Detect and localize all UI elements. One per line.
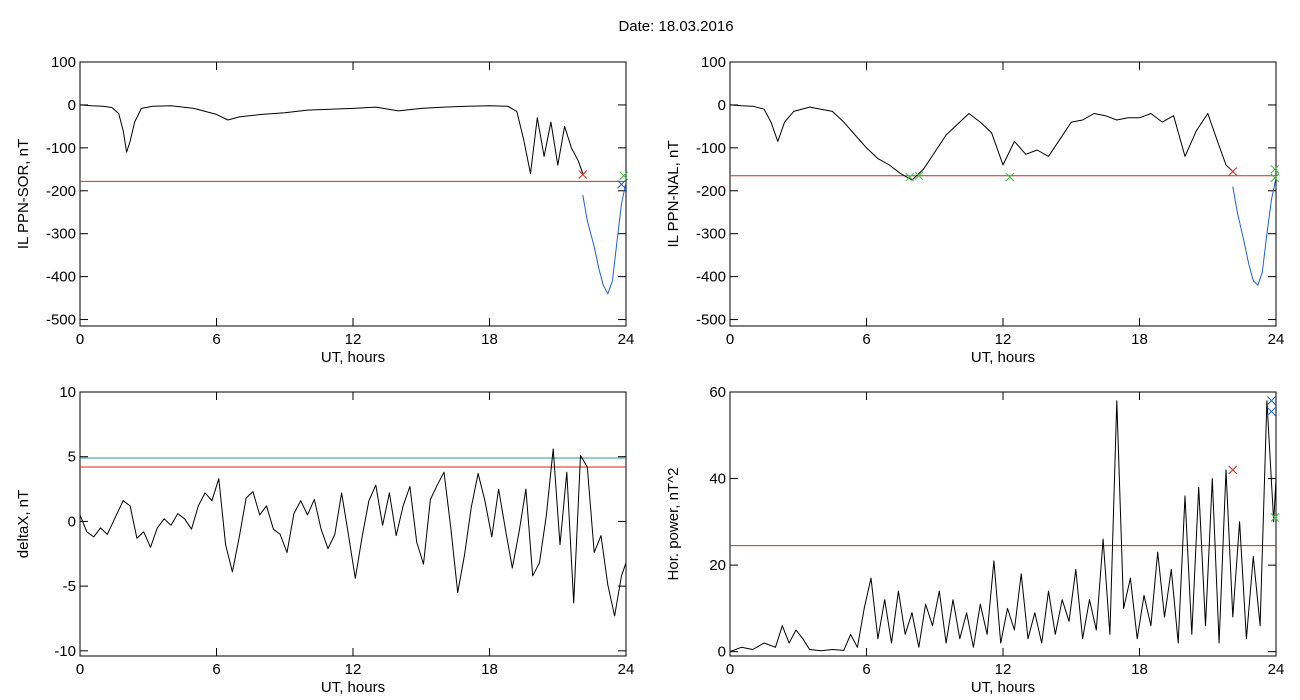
x-tick-label: 24 [1268, 331, 1285, 348]
cross-marker-stroke [1228, 465, 1238, 475]
y-axis-label: Hor. power, nT^2 [665, 468, 682, 581]
cross-marker-stroke [914, 171, 924, 181]
il-nal-panel: 0 6 12 18 24 100 0 -100 -200 -300 -400 -500 UT, hour… [665, 54, 1284, 366]
x-tick-label: 6 [862, 661, 870, 678]
y-tick-label: 0 [68, 97, 76, 114]
x-tick-label: 0 [726, 331, 734, 348]
x-tick-label: 12 [345, 661, 362, 678]
hor-power-panel: 0 6 12 18 24 60 40 20 0 UT, hours Hor. power, nT^2 [665, 384, 1284, 696]
plot-area [80, 448, 626, 617]
plot-frame [729, 391, 1277, 657]
y-axis-label: deltaX, nT [15, 490, 32, 558]
x-tick-label: 12 [345, 331, 362, 348]
y-tick-label: -100 [696, 140, 726, 157]
y-tick-label: -400 [696, 269, 726, 286]
cross-marker [1270, 164, 1280, 174]
cross-marker-stroke [1267, 407, 1276, 416]
x-tick-label: 6 [212, 331, 220, 348]
cross-marker-stroke [1267, 396, 1276, 406]
y-tick-label: -5 [63, 578, 76, 595]
y-tick-label: 5 [68, 449, 76, 466]
cross-marker-stroke [617, 179, 626, 189]
y-tick-label: 40 [709, 471, 726, 488]
page-title: Date: 18.03.2016 [618, 18, 734, 35]
plot-frame [79, 391, 627, 657]
cross-marker [914, 171, 924, 181]
series-line-highlight [1232, 177, 1276, 286]
x-tick-label: 0 [76, 661, 84, 678]
y-axis-label: IL PPN-NAL, nT [665, 141, 682, 248]
series-line [80, 448, 626, 617]
x-tick-label: 6 [212, 661, 220, 678]
cross-marker-stroke [1228, 167, 1238, 176]
cross-marker [578, 170, 588, 179]
cross-marker [617, 179, 626, 189]
cross-marker-stroke [1270, 513, 1280, 522]
series-line [730, 104, 1234, 181]
series-line [730, 400, 1276, 653]
x-tick-label: 24 [618, 331, 635, 348]
x-tick-label: 12 [995, 331, 1012, 348]
cross-marker [1267, 396, 1276, 406]
cross-marker-stroke [619, 171, 629, 181]
deltax-panel: 0 6 12 18 24 10 5 0 -5 -10 UT, hours deltaX, nT [15, 384, 634, 696]
y-tick-label: 100 [51, 54, 76, 71]
x-axis-label: UT, hours [321, 349, 385, 366]
y-tick-label: -400 [46, 269, 76, 286]
y-tick-label: 0 [718, 644, 726, 661]
y-tick-label: 10 [59, 384, 76, 401]
x-axis-label: UT, hours [971, 349, 1035, 366]
y-tick-label: -100 [46, 140, 76, 157]
cross-marker [1270, 513, 1280, 522]
x-tick-label: 0 [726, 661, 734, 678]
y-tick-label: 0 [68, 513, 76, 530]
y-tick-label: -500 [696, 312, 726, 329]
plot-area [730, 400, 1276, 653]
x-tick-label: 18 [1131, 661, 1148, 678]
plot-frame [729, 61, 1277, 327]
cross-marker [619, 171, 629, 181]
y-tick-label: 0 [718, 97, 726, 114]
cross-marker-stroke [578, 170, 588, 179]
il-sor-panel: 0 6 12 18 24 100 0 -100 -200 -300 -400 -500 UT, hour… [15, 54, 634, 366]
x-axis-label: UT, hours [971, 679, 1035, 696]
cross-marker [1267, 407, 1276, 416]
plot-area [730, 104, 1276, 286]
x-tick-label: 18 [481, 661, 498, 678]
series-line-highlight [582, 182, 626, 295]
x-tick-label: 24 [618, 661, 635, 678]
x-axis-label: UT, hours [321, 679, 385, 696]
cross-marker-stroke [1270, 173, 1280, 183]
y-tick-label: -500 [46, 312, 76, 329]
cross-marker [1270, 173, 1280, 183]
y-tick-label: -10 [54, 643, 76, 660]
plot-area [80, 104, 626, 295]
x-tick-label: 24 [1268, 661, 1285, 678]
cross-marker [905, 172, 915, 182]
cross-marker [1228, 465, 1238, 475]
y-tick-label: 60 [709, 384, 726, 401]
y-tick-label: 100 [701, 54, 726, 71]
y-tick-label: -300 [46, 226, 76, 243]
y-tick-label: -200 [46, 183, 76, 200]
x-tick-label: 0 [76, 331, 84, 348]
y-tick-label: 20 [709, 557, 726, 574]
cross-marker [1228, 167, 1238, 176]
x-tick-label: 18 [481, 331, 498, 348]
x-tick-label: 6 [862, 331, 870, 348]
cross-marker-stroke [1270, 164, 1280, 174]
y-tick-label: -300 [696, 226, 726, 243]
cross-marker-stroke [905, 172, 915, 182]
y-tick-label: -200 [696, 183, 726, 200]
x-tick-label: 12 [995, 661, 1012, 678]
x-tick-label: 18 [1131, 331, 1148, 348]
cross-marker-stroke [1005, 172, 1015, 182]
cross-marker [1005, 172, 1015, 182]
series-line [80, 104, 584, 175]
plot-frame [79, 61, 627, 327]
y-axis-label: IL PPN-SOR, nT [15, 139, 32, 249]
